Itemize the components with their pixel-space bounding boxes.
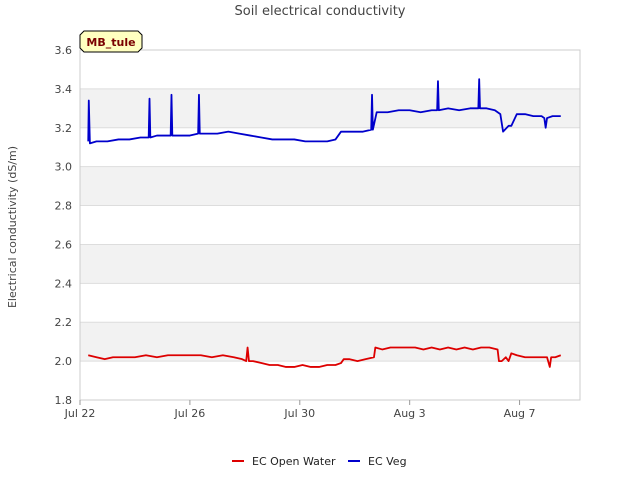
x-axis: Jul 22 Jul 26 Jul 30 Aug 3 Aug 7	[64, 400, 536, 420]
y-tick-label: 3.6	[55, 44, 73, 57]
grid-band	[80, 322, 580, 362]
y-tick-label: 2.4	[55, 277, 73, 290]
series-line-ec-veg	[87, 78, 561, 145]
series-line-ec-open-water	[88, 346, 562, 368]
x-tick-label: Jul 22	[64, 407, 96, 420]
site-badge-box	[79, 30, 143, 53]
y-tick-label: 1.8	[55, 394, 73, 407]
y-axis-label: Electrical conductivity (dS/m)	[6, 146, 19, 308]
y-tick-label: 3.0	[55, 161, 73, 174]
y-axis: 1.8 2.0 2.2 2.4 2.6 2.8 3.0 3.2 3.4 3.6	[55, 44, 73, 407]
legend: EC Open Water EC Veg	[232, 455, 407, 468]
y-tick-label: 2.2	[55, 316, 73, 329]
site-badge: MB_tule	[79, 30, 143, 53]
y-tick-label: 2.8	[55, 200, 73, 213]
x-tick-label: Jul 26	[174, 407, 206, 420]
grid-band	[80, 166, 580, 206]
x-tick-label: Aug 3	[394, 407, 426, 420]
y-tick-label: 2.6	[55, 238, 73, 251]
x-tick-label: Aug 7	[504, 407, 536, 420]
y-tick-label: 2.0	[55, 355, 73, 368]
legend-label: EC Open Water	[252, 455, 336, 468]
site-badge-label: MB_tule	[86, 36, 135, 49]
grid-band	[80, 88, 580, 128]
legend-label: EC Veg	[368, 455, 407, 468]
y-tick-label: 3.2	[55, 122, 73, 135]
grid-bands	[80, 88, 580, 362]
y-tick-label: 3.4	[55, 83, 73, 96]
series-group	[87, 78, 562, 368]
chart-title: Soil electrical conductivity	[234, 4, 405, 19]
grid-band	[80, 244, 580, 284]
x-tick-label: Jul 30	[283, 407, 315, 420]
plot-frame	[79, 49, 581, 401]
